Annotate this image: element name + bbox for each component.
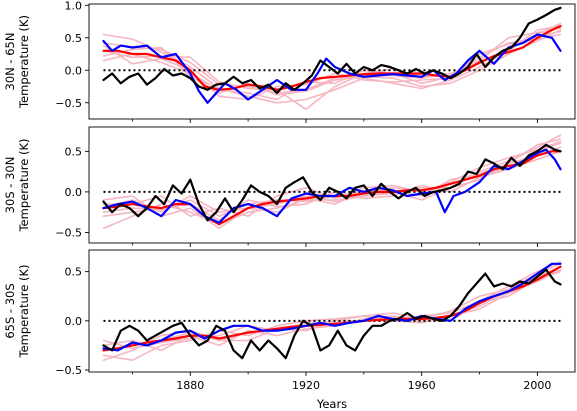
panel-1: −0.5 0.0 0.5 1.0 30N - 65N Temperature (K) — [3, 0, 576, 123]
axes-frame — [88, 249, 576, 373]
x-axis-label: Years — [316, 397, 347, 411]
y-tick-label: 0.5 — [65, 266, 83, 279]
y-tick-label: 0.5 — [65, 32, 83, 45]
ensemble-line-1 — [102, 265, 562, 352]
y-tick-label: 0.0 — [65, 64, 83, 77]
black-series-line — [102, 268, 562, 360]
y-tick-label: 0.0 — [65, 315, 83, 328]
plot-area — [102, 6, 562, 111]
ensemble-line-4 — [102, 27, 562, 111]
y-axis-label: Temperature (K) — [17, 264, 31, 358]
ensemble-line-4 — [102, 140, 562, 217]
black-series-line — [102, 143, 562, 222]
y-tick-label: −0.5 — [55, 364, 82, 377]
y-axis-label: Temperature (K) — [17, 138, 31, 232]
y-tick-label: 1.0 — [65, 0, 83, 12]
y-axis-label: 30N - 65N — [3, 33, 17, 91]
y-axis-label: 65S - 30S — [3, 283, 17, 338]
plot-area — [102, 134, 562, 230]
x-tick-label: 1920 — [292, 379, 320, 392]
panel-2: −0.5 0.0 0.5 30S - 30N Temperature (K) — [3, 126, 576, 247]
y-tick-label: 0.0 — [65, 186, 83, 199]
plot-area — [102, 260, 562, 362]
y-axis-label: 30S - 30N — [3, 157, 17, 214]
axes-frame — [88, 3, 576, 120]
panel-3: −0.5 0.0 0.5 1880 1920 1960 2000 65S - 30S Tempe… — [3, 249, 576, 411]
x-tick-label: 1960 — [408, 379, 436, 392]
y-axis-label: Temperature (K) — [17, 15, 31, 109]
ensemble-line-2 — [102, 134, 562, 230]
blue-series-line — [102, 33, 562, 104]
x-tick-label: 1880 — [176, 379, 204, 392]
y-tick-label: −0.5 — [55, 226, 82, 239]
ensemble-line-6 — [102, 30, 562, 101]
blue-series-line — [102, 262, 562, 352]
black-series-line — [102, 6, 562, 95]
y-tick-label: −0.5 — [55, 97, 82, 110]
axes-frame — [88, 126, 576, 244]
x-tick-label: 2000 — [523, 379, 551, 392]
y-tick-label: 0.5 — [65, 145, 83, 158]
ensemble-line-2 — [102, 260, 562, 362]
